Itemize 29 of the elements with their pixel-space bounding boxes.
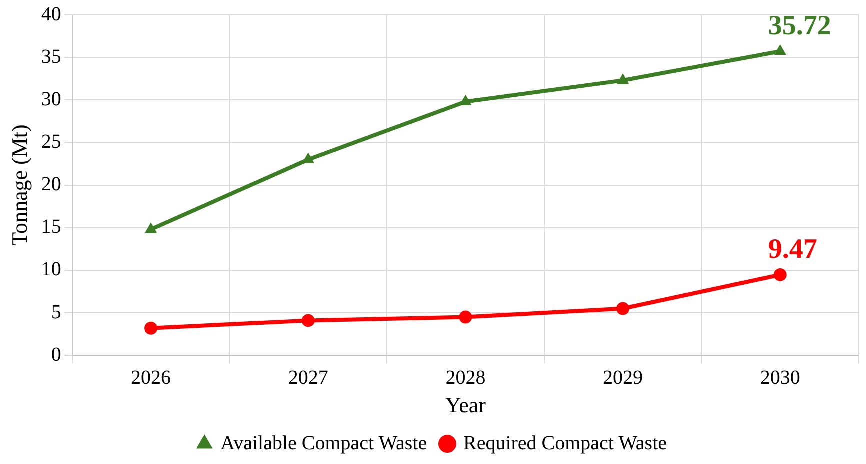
x-tick-label: 2030: [760, 366, 800, 389]
x-tick-label: 2029: [603, 366, 644, 389]
point: [460, 95, 472, 106]
y-tick-label: 5: [51, 301, 62, 324]
point: [617, 74, 629, 84]
y-axis-title: Tonnage (Mt): [6, 124, 32, 246]
point: [774, 268, 787, 282]
legend-label: Available Compact Waste: [220, 432, 428, 454]
y-tick-label: 20: [41, 174, 62, 196]
legend-label: Required Compact Waste: [463, 432, 668, 454]
point: [774, 44, 786, 55]
point: [302, 314, 315, 328]
y-tick-label: 30: [41, 88, 62, 110]
annotation: 35.72: [768, 10, 832, 42]
x-tick-label: 2026: [131, 366, 172, 389]
point: [459, 310, 472, 324]
point: [145, 223, 157, 234]
y-tick-label: 10: [41, 258, 62, 281]
x-axis-title: Year: [445, 392, 487, 418]
x-tick-label: 2028: [446, 366, 486, 389]
point: [616, 302, 630, 316]
annotation: 9.47: [768, 234, 818, 266]
y-tick-label: 35: [41, 46, 62, 68]
y-tick-label: 15: [41, 216, 62, 238]
y-tick-label: 40: [41, 3, 62, 26]
y-tick-label: 25: [41, 130, 62, 153]
y-tick-label: 0: [51, 344, 62, 366]
point: [144, 322, 158, 335]
x-tick-label: 2027: [288, 366, 328, 389]
